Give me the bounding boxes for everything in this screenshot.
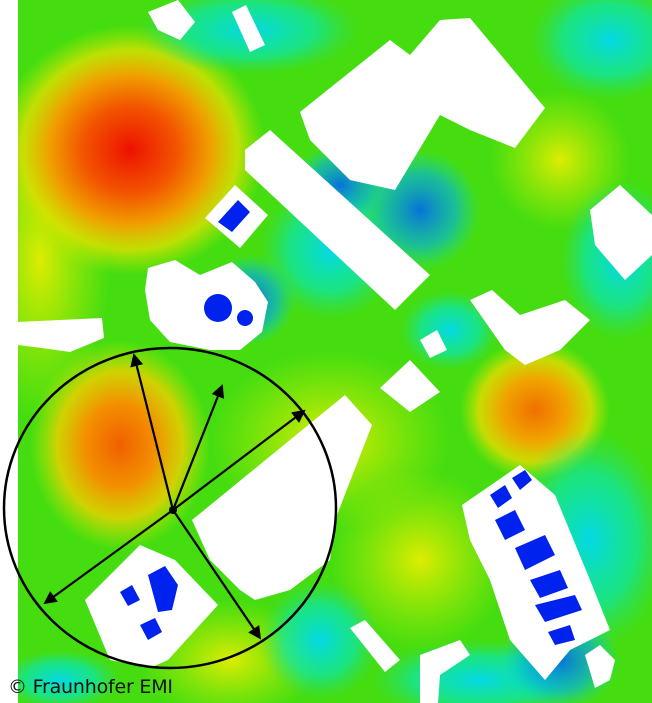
building-big-south	[192, 395, 372, 600]
building-east-mid	[470, 290, 590, 365]
radial-arrow	[43, 509, 174, 605]
copyright-credit: © Fraunhofer EMI	[8, 676, 173, 698]
range-overlay	[2, 346, 338, 670]
building-n-small	[232, 5, 265, 52]
building-ne-large	[300, 18, 545, 190]
building-s-l2	[420, 640, 470, 703]
building-east	[590, 185, 652, 280]
radial-arrow	[172, 509, 262, 640]
map-margin-left	[0, 0, 18, 703]
building-center-small	[380, 360, 440, 412]
building-sw	[85, 545, 218, 668]
building-s-l	[350, 620, 400, 672]
radial-arrow	[171, 384, 225, 511]
courtyards	[120, 200, 582, 645]
range-circle	[2, 346, 338, 670]
building-long-diagonal	[245, 130, 430, 310]
source-point	[169, 506, 177, 514]
building-center-tiny	[420, 330, 447, 358]
building-nw-small	[148, 0, 195, 40]
building-west-small	[18, 318, 104, 352]
radial-arrow	[172, 409, 306, 511]
buildings	[18, 0, 652, 703]
radial-arrow	[130, 353, 175, 511]
building-se-small	[585, 645, 615, 688]
